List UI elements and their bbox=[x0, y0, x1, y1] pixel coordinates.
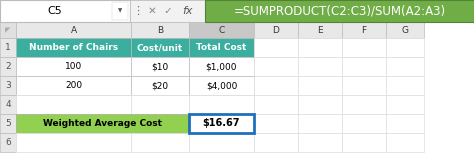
Bar bbox=[342, 57, 386, 76]
Text: 4: 4 bbox=[5, 100, 11, 109]
Bar bbox=[386, 133, 424, 152]
Text: Number of Chairs: Number of Chairs bbox=[29, 43, 118, 52]
Bar bbox=[189, 133, 254, 152]
Bar bbox=[130, 0, 205, 22]
Text: $20: $20 bbox=[151, 81, 169, 90]
Text: ◤: ◤ bbox=[5, 27, 11, 33]
Bar bbox=[0, 38, 16, 57]
Bar bbox=[131, 22, 189, 38]
Bar bbox=[342, 133, 386, 152]
Text: F: F bbox=[362, 25, 366, 34]
Text: 200: 200 bbox=[65, 81, 82, 90]
Text: 1: 1 bbox=[5, 43, 11, 52]
Bar bbox=[0, 76, 16, 95]
Bar bbox=[0, 0, 130, 22]
Bar bbox=[16, 133, 131, 152]
Bar bbox=[254, 76, 298, 95]
Text: Total Cost: Total Cost bbox=[196, 43, 246, 52]
Bar bbox=[298, 133, 342, 152]
Bar bbox=[342, 76, 386, 95]
Bar bbox=[131, 95, 189, 114]
Text: =SUMPRODUCT(C2:C3)/SUM(A2:A3): =SUMPRODUCT(C2:C3)/SUM(A2:A3) bbox=[233, 5, 446, 18]
Bar bbox=[0, 57, 16, 76]
Bar bbox=[254, 38, 298, 57]
Bar bbox=[298, 22, 342, 38]
Bar bbox=[386, 95, 424, 114]
Bar bbox=[342, 95, 386, 114]
Bar bbox=[254, 114, 298, 133]
Bar bbox=[342, 22, 386, 38]
Text: fx: fx bbox=[183, 6, 193, 16]
Bar bbox=[131, 133, 189, 152]
Bar bbox=[131, 38, 189, 57]
Bar bbox=[298, 38, 342, 57]
Text: Weighted Average Cost: Weighted Average Cost bbox=[43, 119, 162, 128]
Bar bbox=[386, 22, 424, 38]
Text: Cost/unit: Cost/unit bbox=[137, 43, 183, 52]
Text: B: B bbox=[157, 25, 163, 34]
Bar bbox=[16, 57, 131, 76]
Bar bbox=[254, 22, 298, 38]
Bar bbox=[189, 22, 254, 38]
Bar bbox=[254, 57, 298, 76]
Bar bbox=[0, 114, 16, 133]
Text: ▼: ▼ bbox=[118, 9, 122, 14]
Bar bbox=[16, 38, 131, 57]
Bar bbox=[386, 57, 424, 76]
Bar bbox=[298, 76, 342, 95]
Bar bbox=[342, 114, 386, 133]
Text: 3: 3 bbox=[5, 81, 11, 90]
Bar bbox=[16, 76, 131, 95]
Bar bbox=[189, 114, 254, 133]
Bar bbox=[189, 95, 254, 114]
Bar bbox=[254, 133, 298, 152]
Text: E: E bbox=[317, 25, 323, 34]
Bar bbox=[16, 22, 131, 38]
Text: $10: $10 bbox=[151, 62, 169, 71]
Text: 2: 2 bbox=[5, 62, 11, 71]
Text: $4,000: $4,000 bbox=[206, 81, 237, 90]
Text: ✕: ✕ bbox=[147, 6, 156, 16]
Bar bbox=[112, 2, 128, 20]
Bar bbox=[0, 0, 474, 22]
Bar bbox=[205, 0, 474, 22]
Bar bbox=[298, 95, 342, 114]
Bar bbox=[16, 114, 189, 133]
Bar bbox=[16, 95, 131, 114]
Text: ✓: ✓ bbox=[164, 6, 173, 16]
Bar bbox=[386, 76, 424, 95]
Bar bbox=[342, 38, 386, 57]
Text: 5: 5 bbox=[5, 119, 11, 128]
Text: $1,000: $1,000 bbox=[206, 62, 237, 71]
Bar bbox=[0, 95, 16, 114]
Text: C: C bbox=[219, 25, 225, 34]
Bar bbox=[189, 76, 254, 95]
Bar bbox=[131, 76, 189, 95]
Text: C5: C5 bbox=[47, 6, 63, 16]
Bar bbox=[386, 38, 424, 57]
Text: A: A bbox=[71, 25, 77, 34]
Bar bbox=[0, 22, 16, 38]
Text: G: G bbox=[401, 25, 409, 34]
Text: ⋮: ⋮ bbox=[132, 6, 144, 16]
Text: D: D bbox=[273, 25, 280, 34]
Bar bbox=[189, 57, 254, 76]
Bar bbox=[131, 57, 189, 76]
Text: 6: 6 bbox=[5, 138, 11, 147]
Bar bbox=[298, 114, 342, 133]
Bar bbox=[189, 38, 254, 57]
Bar bbox=[386, 114, 424, 133]
Bar bbox=[254, 95, 298, 114]
Text: $16.67: $16.67 bbox=[203, 118, 240, 128]
Text: 100: 100 bbox=[65, 62, 82, 71]
Bar bbox=[298, 57, 342, 76]
Bar bbox=[0, 133, 16, 152]
